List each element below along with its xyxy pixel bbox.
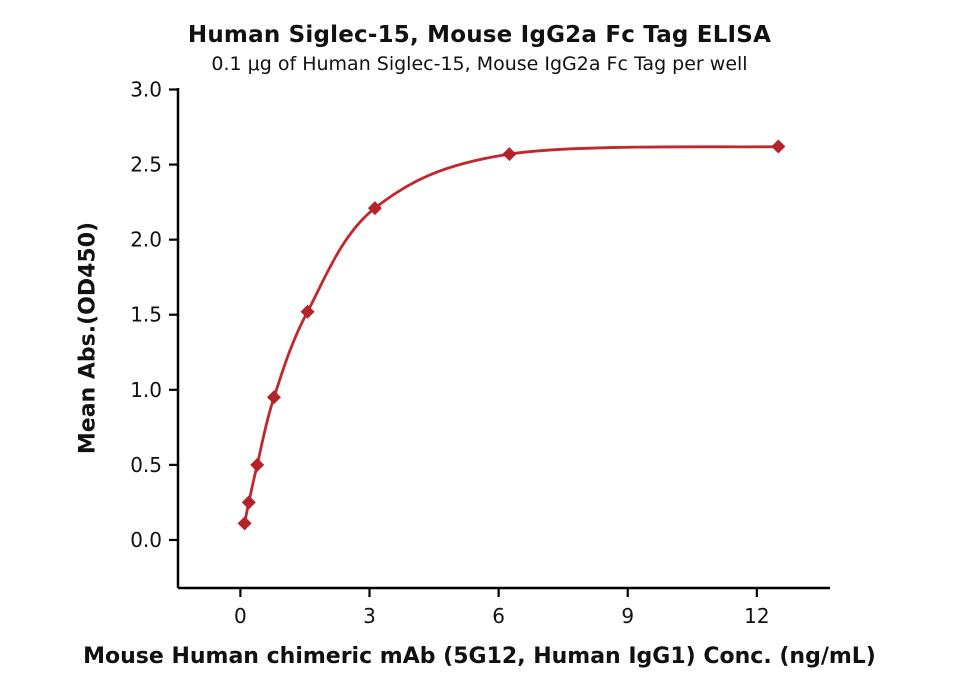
- x-tick-label: 6: [492, 604, 505, 628]
- y-tick-label: 2.5: [130, 153, 162, 177]
- x-tick-label: 0: [234, 604, 247, 628]
- data-point-diamond: [502, 147, 517, 162]
- y-tick-label: 0.5: [130, 453, 162, 477]
- data-point-diamond: [367, 201, 382, 216]
- x-tick-label: 12: [744, 604, 769, 628]
- x-tick-label: 3: [363, 604, 376, 628]
- y-tick-label: 0.0: [130, 528, 162, 552]
- data-point-diamond: [250, 457, 265, 472]
- y-tick-label: 3.0: [130, 78, 162, 102]
- y-tick-label: 2.0: [130, 228, 162, 252]
- data-point-diamond: [771, 139, 786, 154]
- data-point-diamond: [300, 304, 315, 319]
- data-point-diamond: [237, 516, 252, 531]
- x-axis-label: Mouse Human chimeric mAb (5G12, Human Ig…: [83, 644, 876, 669]
- y-tick-label: 1.0: [130, 378, 162, 402]
- data-point-diamond: [241, 495, 256, 510]
- chart-subtitle: 0.1 μg of Human Siglec-15, Mouse IgG2a F…: [211, 53, 748, 75]
- fit-curve: [243, 145, 780, 525]
- y-tick-label: 1.5: [130, 303, 162, 327]
- data-point-diamond: [266, 390, 281, 405]
- x-tick-label: 9: [621, 604, 634, 628]
- chart-title: Human Siglec-15, Mouse IgG2a Fc Tag ELIS…: [187, 22, 772, 48]
